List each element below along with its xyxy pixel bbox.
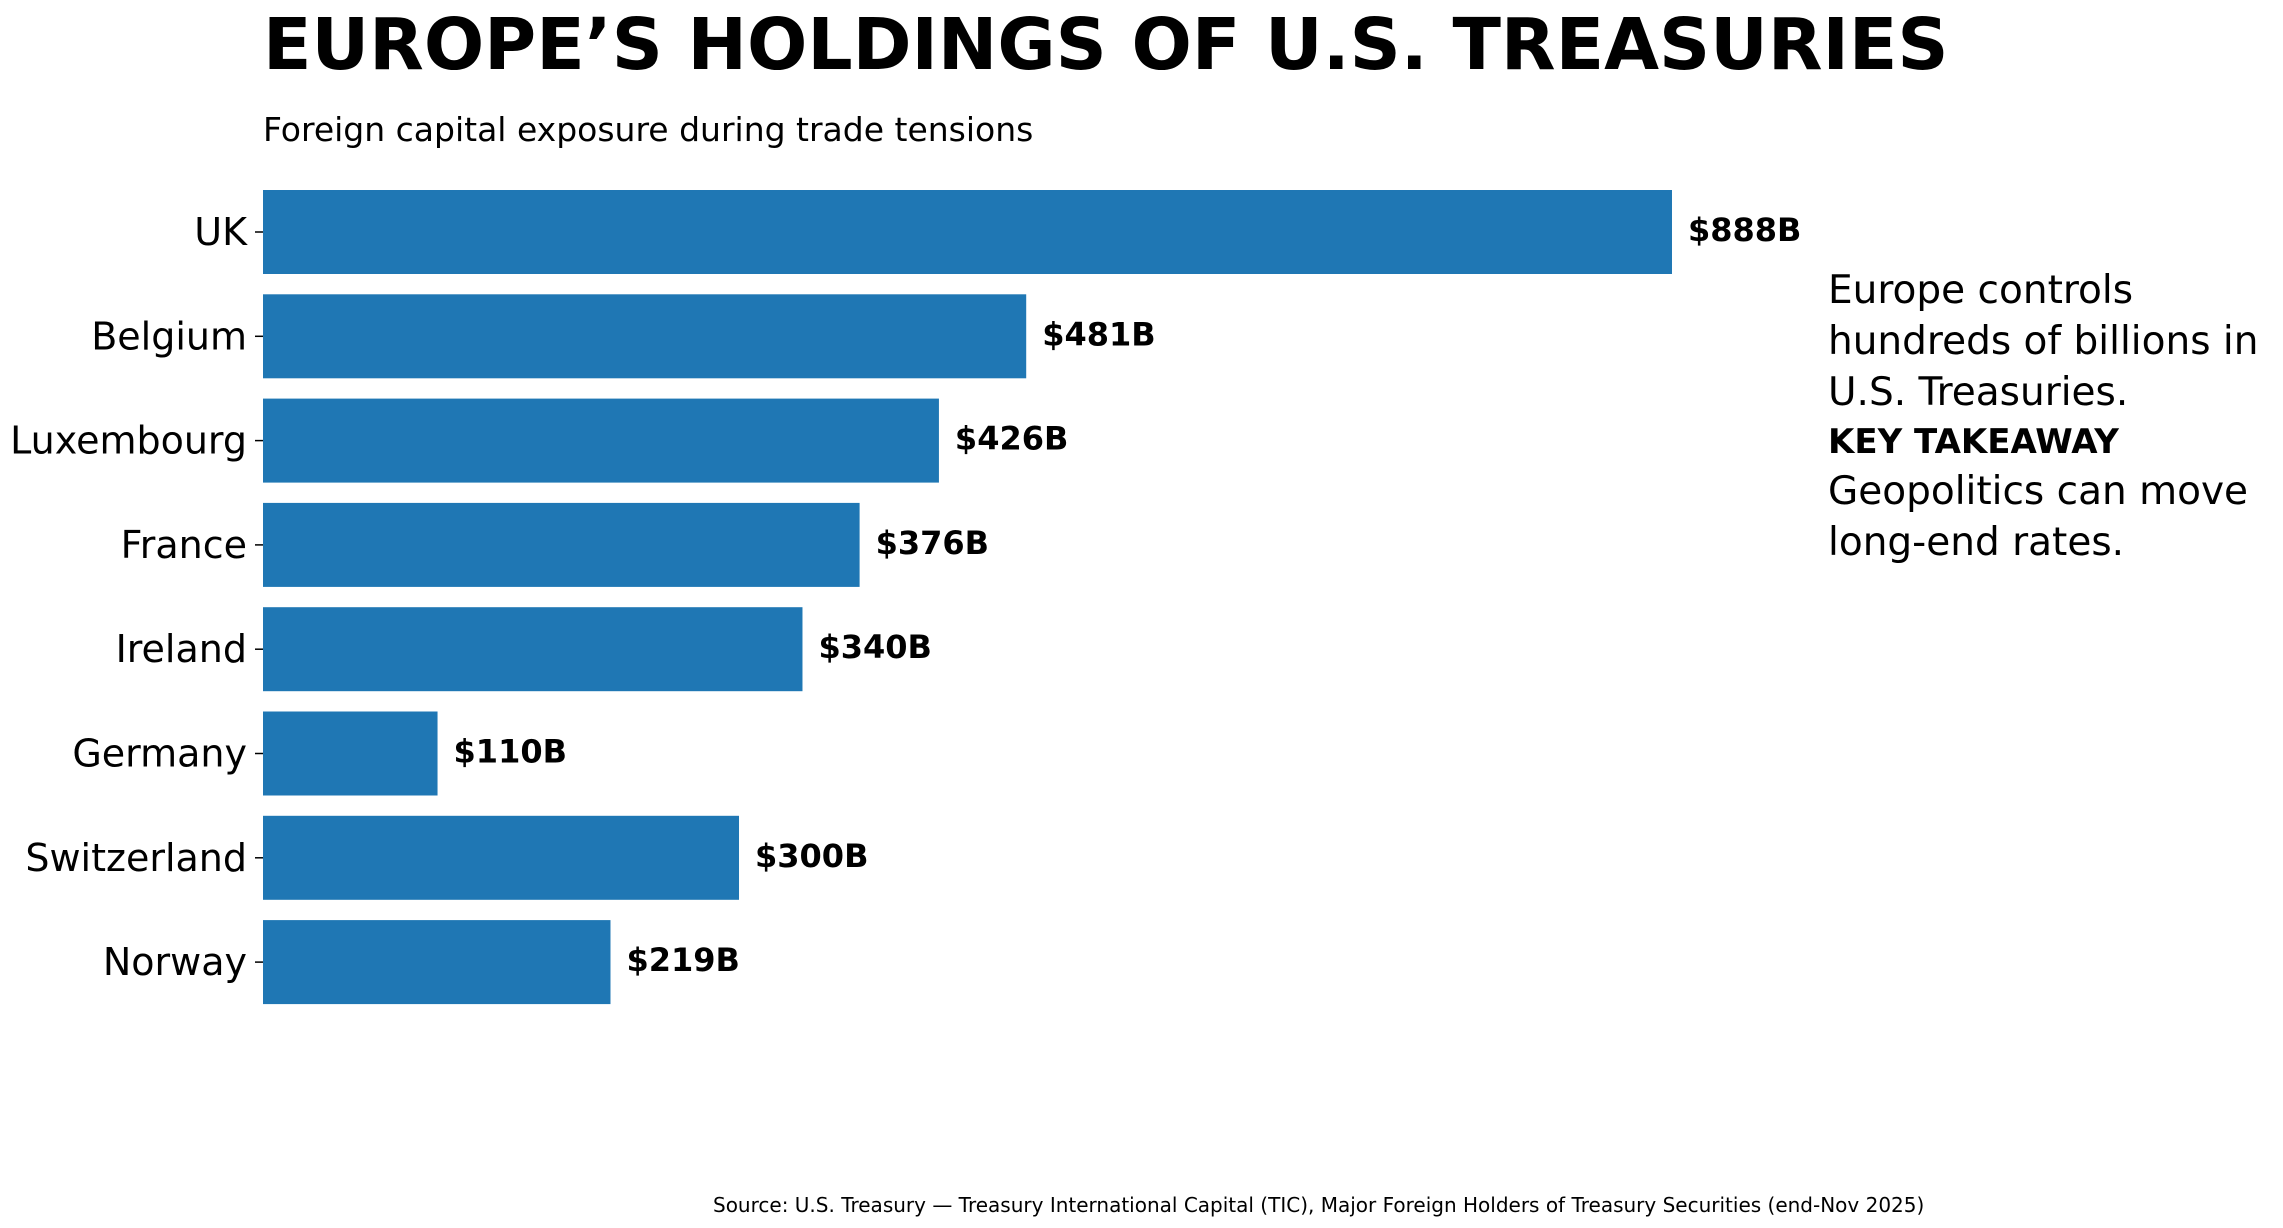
y-tick-label: Germany	[72, 732, 247, 776]
y-tick-label: Norway	[103, 940, 247, 984]
key-takeaway-heading: KEY TAKEAWAY	[1828, 422, 2119, 462]
bar-france	[263, 502, 860, 587]
annotation-box: Europe controls hundreds of billions in …	[1828, 265, 2268, 568]
y-tick-label: UK	[194, 210, 248, 254]
bar-belgium	[263, 294, 1027, 379]
y-tick-label: Ireland	[116, 627, 247, 671]
bar-ireland	[263, 607, 803, 692]
bar-norway	[263, 920, 611, 1005]
source-note: Source: U.S. Treasury — Treasury Interna…	[713, 1193, 1925, 1217]
bar-uk	[263, 190, 1672, 274]
data-label: $219B	[626, 941, 739, 979]
data-label: $340B	[818, 628, 931, 666]
y-tick-label: France	[121, 523, 247, 567]
chart-subtitle: Foreign capital exposure during trade te…	[263, 110, 1034, 149]
bar-germany	[263, 711, 438, 796]
data-label: $481B	[1042, 315, 1155, 353]
data-label: $888B	[1688, 211, 1801, 249]
y-tick-label: Luxembourg	[10, 419, 247, 463]
y-tick-label: Switzerland	[25, 836, 247, 880]
data-label: $110B	[454, 733, 567, 771]
annotation-body: Europe controls hundreds of billions in …	[1828, 268, 2259, 415]
y-tick-label: Belgium	[91, 314, 247, 358]
bar-switzerland	[263, 815, 740, 900]
data-label: $376B	[876, 524, 989, 562]
data-label: $426B	[955, 420, 1068, 458]
bar-luxembourg	[263, 398, 939, 483]
key-takeaway-body: Geopolitics can move long-end rates.	[1828, 469, 2249, 565]
chart-title: EUROPE’S HOLDINGS OF U.S. TREASURIES	[263, 3, 1949, 86]
data-label: $300B	[755, 837, 868, 875]
